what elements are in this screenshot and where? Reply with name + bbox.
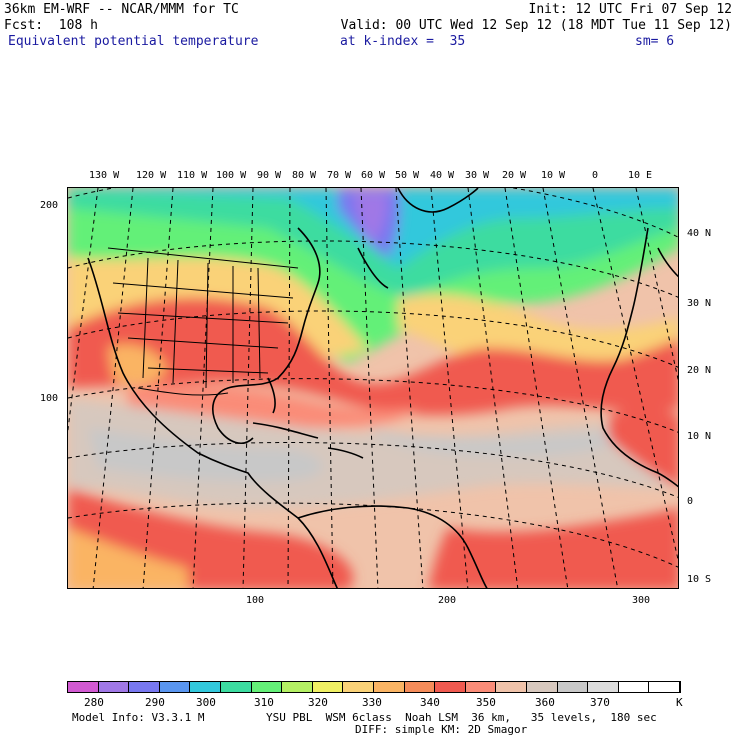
field-name: Equivalent potential temperature (8, 34, 259, 49)
colorbar-label-290: 290 (145, 696, 165, 709)
colorbar-swatch (68, 682, 99, 692)
lon-label-50w: 50 W (395, 170, 420, 181)
coastlines (87, 188, 678, 588)
colorbar-swatch (557, 682, 589, 692)
lon-label-100w: 100 W (216, 170, 247, 181)
colorbar-label-340: 340 (420, 696, 440, 709)
grid-y-label-100: 100 (40, 393, 59, 404)
colorbar-swatch (251, 682, 283, 692)
init-time: Init: 12 UTC Fri 07 Sep 12 (528, 2, 733, 17)
colorbar-swatch (526, 682, 558, 692)
grid-y-label-200: 200 (40, 200, 59, 211)
colorbar-swatch (373, 682, 405, 692)
lon-label-30w: 30 W (465, 170, 490, 181)
colorbar-label-300: 300 (196, 696, 216, 709)
lon-label-70w: 70 W (327, 170, 352, 181)
colorbar-swatch (649, 682, 680, 692)
colorbar-swatch (465, 682, 497, 692)
map-canvas (68, 188, 678, 588)
colorbar-label-350: 350 (476, 696, 496, 709)
lon-label-130w: 130 W (89, 170, 120, 181)
colorbar-swatch (190, 682, 221, 692)
level-label: at k-index = 35 (340, 34, 466, 49)
colorbar-swatch (282, 682, 313, 692)
valid-time: Valid: 00 UTC Wed 12 Sep 12 (18 MDT Tue … (340, 18, 732, 33)
colorbar-swatch (343, 682, 374, 692)
lon-label-10e: 10 E (628, 170, 653, 181)
colorbar-swatch (220, 682, 252, 692)
lon-label-20w: 20 W (502, 170, 527, 181)
lon-label-110w: 110 W (177, 170, 208, 181)
political-borders (107, 247, 299, 396)
diffusion-info: DIFF: simple KM: 2D Smagor (355, 723, 528, 736)
lon-label-0: 0 (592, 170, 599, 181)
colorbar-swatch (129, 682, 160, 692)
theta-e-map (67, 187, 679, 589)
colorbar-swatch (159, 682, 191, 692)
colorbar-swatch (496, 682, 527, 692)
colorbar-swatch (588, 682, 619, 692)
model-title: 36km EM-WRF -- NCAR/MMM for TC (4, 2, 239, 17)
lon-label-40w: 40 W (430, 170, 455, 181)
grid-x-label-200: 200 (438, 595, 457, 606)
lon-label-80w: 80 W (292, 170, 317, 181)
colorbar-label-360: 360 (535, 696, 555, 709)
lon-label-90w: 90 W (257, 170, 282, 181)
grid-x-label-300: 300 (632, 595, 651, 606)
colorbar-label-310: 310 (254, 696, 274, 709)
lat-label-10s: 10 S (687, 574, 712, 585)
model-info: Model Info: V3.3.1 M (72, 711, 205, 724)
lat-label-40n: 40 N (687, 228, 712, 239)
colorbar-swatch (312, 682, 344, 692)
lon-label-120w: 120 W (136, 170, 167, 181)
colorbar-swatch (435, 682, 466, 692)
colorbar-label-280: 280 (84, 696, 104, 709)
colorbar-label-320: 320 (308, 696, 328, 709)
colorbar-swatch (404, 682, 436, 692)
forecast-hour: Fcst: 108 h (4, 18, 98, 33)
graticule (68, 188, 678, 588)
colorbar-unit-label: K (676, 696, 683, 709)
colorbar (67, 681, 681, 693)
colorbar-swatch (618, 682, 650, 692)
physics-info: YSU PBL WSM 6class Noah LSM 36 km, 35 le… (266, 711, 657, 724)
lat-label-0: 0 (687, 496, 694, 507)
lat-label-20n: 20 N (687, 365, 712, 376)
lat-label-30n: 30 N (687, 298, 712, 309)
grid-x-label-100: 100 (246, 595, 265, 606)
lon-label-10w: 10 W (541, 170, 566, 181)
colorbar-label-330: 330 (362, 696, 382, 709)
lat-label-10n: 10 N (687, 431, 712, 442)
colorbar-swatch (98, 682, 130, 692)
colorbar-label-370: 370 (590, 696, 610, 709)
lon-label-60w: 60 W (361, 170, 386, 181)
smoothing-label: sm= 6 (635, 34, 675, 49)
